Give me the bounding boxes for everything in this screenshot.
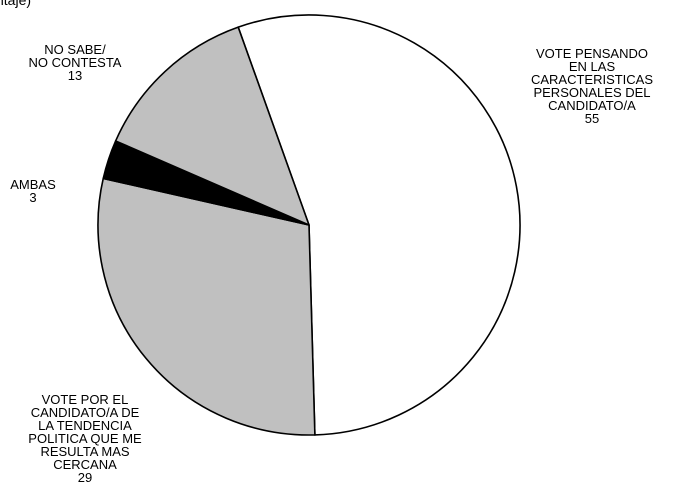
slice-tendencia-politica bbox=[97, 177, 316, 436]
data-label-value: 55 bbox=[584, 111, 600, 126]
label-line: LA TENDENCIA bbox=[38, 418, 132, 433]
data-label-value: 3 bbox=[29, 190, 37, 205]
slice-caracteristicas-personales bbox=[237, 14, 521, 436]
label-line: VOTE PENSANDO bbox=[536, 46, 648, 61]
label-line: NO SABE/ bbox=[44, 42, 106, 57]
data-label-value: 13 bbox=[67, 68, 83, 83]
label-ambas: AMBAS 3 bbox=[8, 178, 58, 204]
label-line: CANDIDATO/A DE bbox=[30, 405, 140, 420]
label-line: CARACTERISTICAS bbox=[530, 72, 654, 87]
label-tendencia-politica: VOTE POR EL CANDIDATO/A DE LA TENDENCIA POL… bbox=[0, 393, 170, 484]
label-line: EN LAS bbox=[568, 59, 616, 74]
label-no-sabe-no-contesta: NO SABE/NO CONTESTA 13 bbox=[0, 43, 150, 82]
label-line: AMBAS bbox=[10, 177, 56, 192]
label-line: RESULTA MAS bbox=[40, 444, 130, 459]
label-line: CANDIDATO/A bbox=[548, 98, 636, 113]
label-line: CERCANA bbox=[53, 457, 117, 472]
label-line: NO CONTESTA bbox=[28, 55, 122, 70]
label-line: PERSONALES DEL bbox=[533, 85, 651, 100]
label-line: VOTE POR EL bbox=[41, 392, 129, 407]
data-label-value: 29 bbox=[77, 470, 93, 485]
label-line: POLITICA QUE ME bbox=[28, 431, 142, 446]
chart-title-fragment: ntaje) bbox=[0, 0, 32, 8]
label-caracteristicas-personales: VOTE PENSANDO EN LAS CARACTERISTICAS PERSON… bbox=[512, 47, 672, 125]
slice-no-sabe-no-contesta bbox=[114, 26, 310, 226]
